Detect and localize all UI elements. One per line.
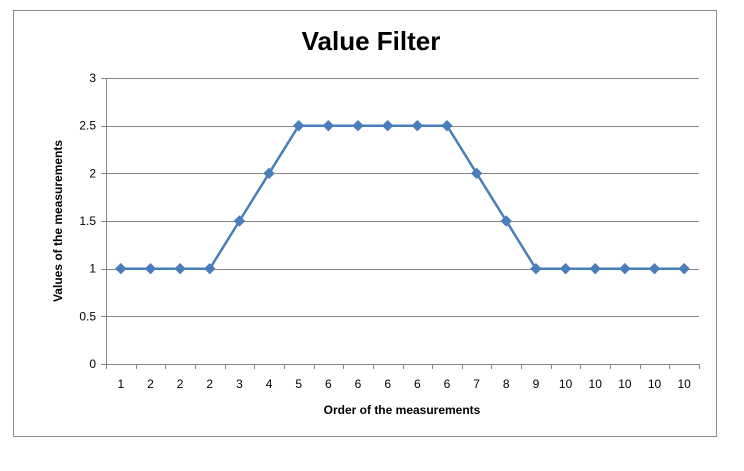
- x-tick-label: 10: [618, 377, 632, 391]
- x-tick-label: 3: [236, 377, 243, 391]
- x-tick-label: 6: [384, 377, 391, 391]
- data-point-marker: [115, 262, 127, 275]
- x-tick-label: 4: [266, 377, 273, 391]
- data-point-marker: [619, 262, 631, 275]
- x-tick-label: 6: [355, 377, 362, 391]
- y-tick-label: 1: [89, 262, 96, 276]
- x-tick-label: 6: [444, 377, 451, 391]
- x-tick-label: 2: [147, 377, 154, 391]
- x-tick-labels: 1 2 2 2 3 4 5 6 6 6 6 6 7 8 9 10 10 10 10 10: [117, 377, 691, 391]
- series-line: [120, 124, 685, 270]
- x-tick-label: 10: [589, 377, 603, 391]
- y-tick-labels: 0 0.5 1 1.5 2 2.5 3: [79, 71, 96, 371]
- gridlines: [106, 78, 699, 317]
- x-tick-label: 1: [117, 377, 124, 391]
- data-point-marker: [559, 262, 572, 275]
- data-point-marker: [678, 262, 690, 275]
- x-tick-label: 7: [473, 377, 480, 391]
- y-tick-label: 2.5: [79, 119, 96, 133]
- x-tick-label: 2: [206, 377, 213, 391]
- x-tick-label: 8: [503, 377, 510, 391]
- data-point-marker: [411, 119, 424, 132]
- data-point-marker: [174, 262, 186, 275]
- data-point-marker: [263, 167, 275, 180]
- x-tick-label: 6: [414, 377, 421, 391]
- y-tick-label: 0: [89, 357, 96, 371]
- x-tick-label: 9: [533, 377, 540, 391]
- y-tick-label: 0.5: [79, 309, 96, 323]
- axes: [101, 78, 700, 369]
- data-point-marker: [233, 215, 246, 227]
- chart-title: Value Filter: [302, 26, 441, 56]
- y-tick-label: 3: [89, 71, 96, 85]
- data-point-marker: [381, 119, 394, 132]
- x-tick-label: 10: [559, 377, 573, 391]
- series-group: [115, 119, 690, 275]
- data-point-marker: [648, 262, 661, 275]
- x-axis-title: Order of the measurements: [324, 403, 481, 417]
- data-point-marker: [441, 119, 453, 132]
- data-point-marker: [470, 167, 483, 180]
- data-point-marker: [352, 119, 364, 132]
- y-tick-label: 2: [89, 166, 96, 180]
- x-tick-label: 10: [648, 377, 662, 391]
- x-tick-label: 10: [677, 377, 691, 391]
- data-point-marker: [144, 262, 157, 275]
- data-point-marker: [293, 119, 305, 132]
- x-tick-label: 6: [325, 377, 332, 391]
- y-axis-title: Values of the measurements: [51, 140, 65, 302]
- y-tick-label: 1.5: [79, 214, 96, 228]
- data-point-marker: [204, 262, 216, 275]
- chart-frame: [13, 10, 717, 437]
- data-point-marker: [500, 215, 512, 227]
- x-tick-label: 2: [177, 377, 184, 391]
- data-point-marker: [589, 262, 601, 275]
- data-point-marker: [322, 119, 335, 132]
- x-tick-label: 5: [295, 377, 302, 391]
- data-point-marker: [530, 262, 542, 275]
